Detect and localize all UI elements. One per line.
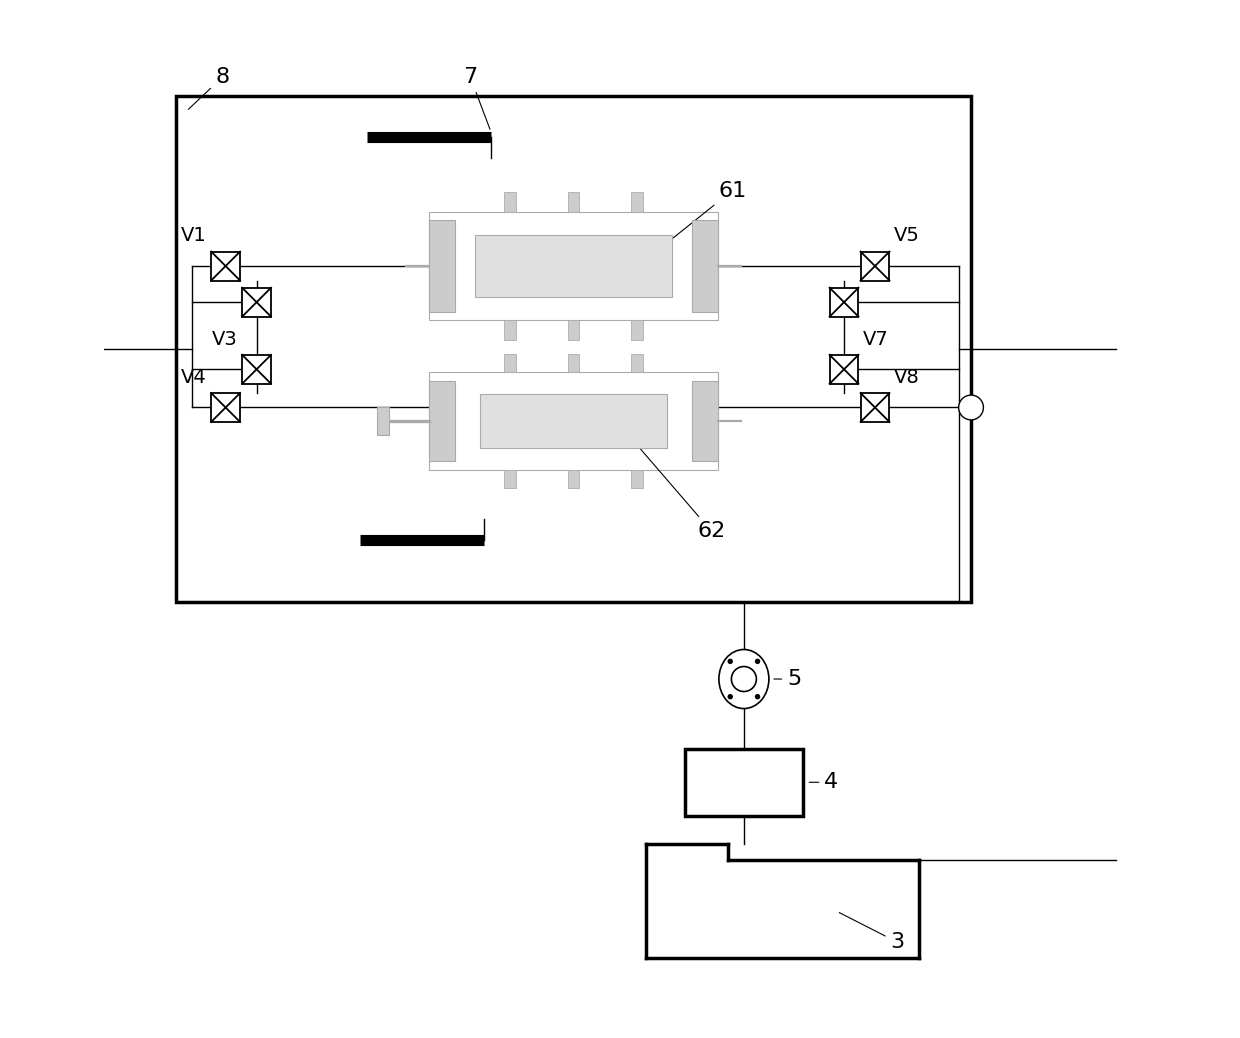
Bar xyxy=(684,748,804,816)
Bar xyxy=(429,381,455,461)
Text: V4: V4 xyxy=(181,367,207,387)
Bar xyxy=(242,355,272,384)
Circle shape xyxy=(728,694,733,700)
Text: V3: V3 xyxy=(212,330,238,349)
Text: 4: 4 xyxy=(810,772,838,792)
Bar xyxy=(861,393,889,422)
Bar xyxy=(429,372,718,470)
Text: V5: V5 xyxy=(894,226,920,245)
Bar xyxy=(429,220,455,312)
Bar xyxy=(568,321,579,339)
Ellipse shape xyxy=(719,650,769,709)
Text: V8: V8 xyxy=(894,367,919,387)
Bar xyxy=(830,288,858,317)
Text: V2: V2 xyxy=(212,263,238,281)
Bar xyxy=(861,251,889,280)
Bar xyxy=(480,394,667,447)
Bar xyxy=(211,251,241,280)
Bar xyxy=(631,321,642,339)
Bar xyxy=(429,212,718,321)
Circle shape xyxy=(728,659,733,664)
Text: 7: 7 xyxy=(464,67,490,130)
Bar xyxy=(505,192,516,212)
Text: 8: 8 xyxy=(188,67,229,109)
Bar xyxy=(631,192,642,212)
Bar xyxy=(505,354,516,372)
Text: 5: 5 xyxy=(774,670,801,689)
Bar xyxy=(568,354,579,372)
Bar xyxy=(568,470,579,488)
Bar xyxy=(475,235,672,298)
Bar xyxy=(568,192,579,212)
Bar xyxy=(242,288,272,317)
Bar xyxy=(176,95,971,602)
Bar xyxy=(505,470,516,488)
Text: 3: 3 xyxy=(839,912,905,952)
Bar xyxy=(692,381,718,461)
Text: 61: 61 xyxy=(627,181,746,275)
Circle shape xyxy=(755,694,760,700)
Text: 62: 62 xyxy=(627,433,725,542)
Bar xyxy=(211,393,241,422)
Bar xyxy=(692,220,718,312)
Circle shape xyxy=(959,395,983,420)
Bar xyxy=(830,355,858,384)
Bar xyxy=(631,470,642,488)
Text: V7: V7 xyxy=(863,330,888,349)
Bar xyxy=(505,321,516,339)
Circle shape xyxy=(755,659,760,664)
Text: V1: V1 xyxy=(181,226,207,245)
Text: V6: V6 xyxy=(863,263,888,281)
Bar xyxy=(377,407,388,435)
Bar xyxy=(631,354,642,372)
